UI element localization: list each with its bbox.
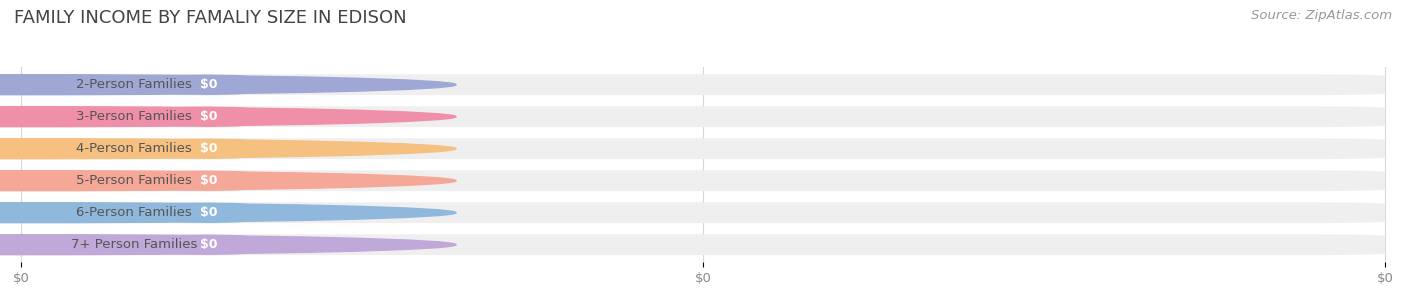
Text: 3-Person Families: 3-Person Families <box>76 110 193 123</box>
Circle shape <box>0 203 456 223</box>
Text: $0: $0 <box>200 238 217 251</box>
FancyBboxPatch shape <box>37 170 246 191</box>
Text: $0: $0 <box>200 206 217 219</box>
FancyBboxPatch shape <box>21 170 1385 191</box>
Circle shape <box>0 139 456 159</box>
FancyBboxPatch shape <box>172 170 246 191</box>
Text: Source: ZipAtlas.com: Source: ZipAtlas.com <box>1251 9 1392 22</box>
Circle shape <box>0 75 456 95</box>
Text: FAMILY INCOME BY FAMALIY SIZE IN EDISON: FAMILY INCOME BY FAMALIY SIZE IN EDISON <box>14 9 406 27</box>
FancyBboxPatch shape <box>37 202 246 223</box>
FancyBboxPatch shape <box>172 138 246 159</box>
Text: 7+ Person Families: 7+ Person Families <box>70 238 197 251</box>
FancyBboxPatch shape <box>21 202 1385 223</box>
FancyBboxPatch shape <box>172 202 246 223</box>
FancyBboxPatch shape <box>37 138 246 159</box>
Circle shape <box>0 235 456 255</box>
Text: 4-Person Families: 4-Person Families <box>76 142 193 155</box>
Text: 5-Person Families: 5-Person Families <box>76 174 193 187</box>
Circle shape <box>0 171 456 191</box>
Text: $0: $0 <box>200 110 217 123</box>
FancyBboxPatch shape <box>21 74 1385 95</box>
Text: 2-Person Families: 2-Person Families <box>76 78 193 91</box>
FancyBboxPatch shape <box>172 74 246 95</box>
FancyBboxPatch shape <box>21 234 1385 255</box>
FancyBboxPatch shape <box>21 138 1385 159</box>
Text: $0: $0 <box>200 174 217 187</box>
Text: 6-Person Families: 6-Person Families <box>76 206 193 219</box>
FancyBboxPatch shape <box>21 106 1385 127</box>
FancyBboxPatch shape <box>37 74 246 95</box>
FancyBboxPatch shape <box>172 234 246 255</box>
Text: $0: $0 <box>200 78 217 91</box>
FancyBboxPatch shape <box>37 106 246 127</box>
Text: $0: $0 <box>200 142 217 155</box>
FancyBboxPatch shape <box>37 234 246 255</box>
FancyBboxPatch shape <box>172 106 246 127</box>
Circle shape <box>0 107 456 127</box>
